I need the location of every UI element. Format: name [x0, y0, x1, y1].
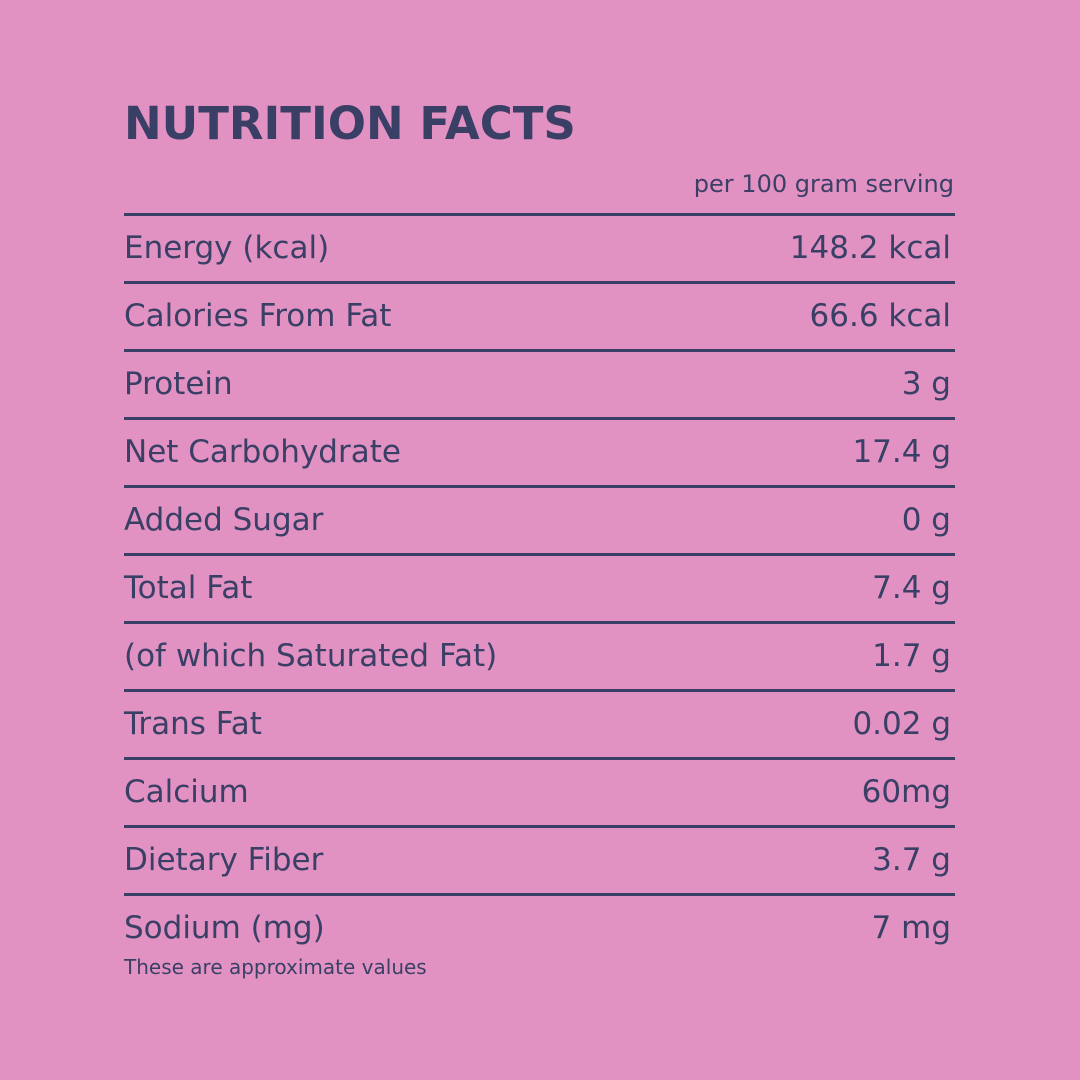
nutrient-label: Calcium [124, 774, 249, 810]
page-title: NUTRITION FACTS [124, 97, 576, 150]
nutrient-label: Protein [124, 366, 233, 402]
nutrient-label: Total Fat [124, 570, 253, 606]
nutrition-row-calcium: Calcium 60mg [124, 760, 955, 828]
nutrient-value: 148.2 kcal [789, 230, 951, 266]
nutrition-row-trans-fat: Trans Fat 0.02 g [124, 692, 955, 760]
nutrition-row-added-sugar: Added Sugar 0 g [124, 488, 955, 556]
serving-size: per 100 gram serving [693, 170, 954, 198]
approximate-values-note: These are approximate values [124, 955, 427, 979]
nutrition-row-energy: Energy (kcal) 148.2 kcal [124, 216, 955, 284]
nutrition-row-net-carbohydrate: Net Carbohydrate 17.4 g [124, 420, 955, 488]
nutrient-value: 3 g [901, 366, 951, 402]
nutrient-value: 7 mg [871, 910, 951, 946]
nutrient-label: Energy (kcal) [124, 230, 330, 266]
nutrition-row-dietary-fiber: Dietary Fiber 3.7 g [124, 828, 955, 896]
nutrient-label: Dietary Fiber [124, 842, 324, 878]
nutrient-value: 0.02 g [852, 706, 951, 742]
nutrient-label: Trans Fat [124, 706, 262, 742]
nutrition-row-sodium: Sodium (mg) 7 mg [124, 896, 955, 961]
nutrition-row-protein: Protein 3 g [124, 352, 955, 420]
nutrition-row-total-fat: Total Fat 7.4 g [124, 556, 955, 624]
nutrient-label: Calories From Fat [124, 298, 392, 334]
nutrient-value: 17.4 g [852, 434, 951, 470]
nutrient-value: 1.7 g [872, 638, 951, 674]
nutrient-value: 3.7 g [872, 842, 951, 878]
nutrient-value: 0 g [901, 502, 951, 538]
nutrient-value: 60mg [861, 774, 951, 810]
nutrition-row-saturated-fat: (of which Saturated Fat) 1.7 g [124, 624, 955, 692]
nutrient-value: 66.6 kcal [809, 298, 951, 334]
nutrition-row-calories-from-fat: Calories From Fat 66.6 kcal [124, 284, 955, 352]
nutrient-value: 7.4 g [872, 570, 951, 606]
nutrient-label: Sodium (mg) [124, 910, 325, 946]
nutrient-label: Net Carbohydrate [124, 434, 401, 470]
nutrition-table: Energy (kcal) 148.2 kcal Calories From F… [124, 213, 955, 961]
nutrient-label: (of which Saturated Fat) [124, 638, 498, 674]
nutrient-label: Added Sugar [124, 502, 324, 538]
